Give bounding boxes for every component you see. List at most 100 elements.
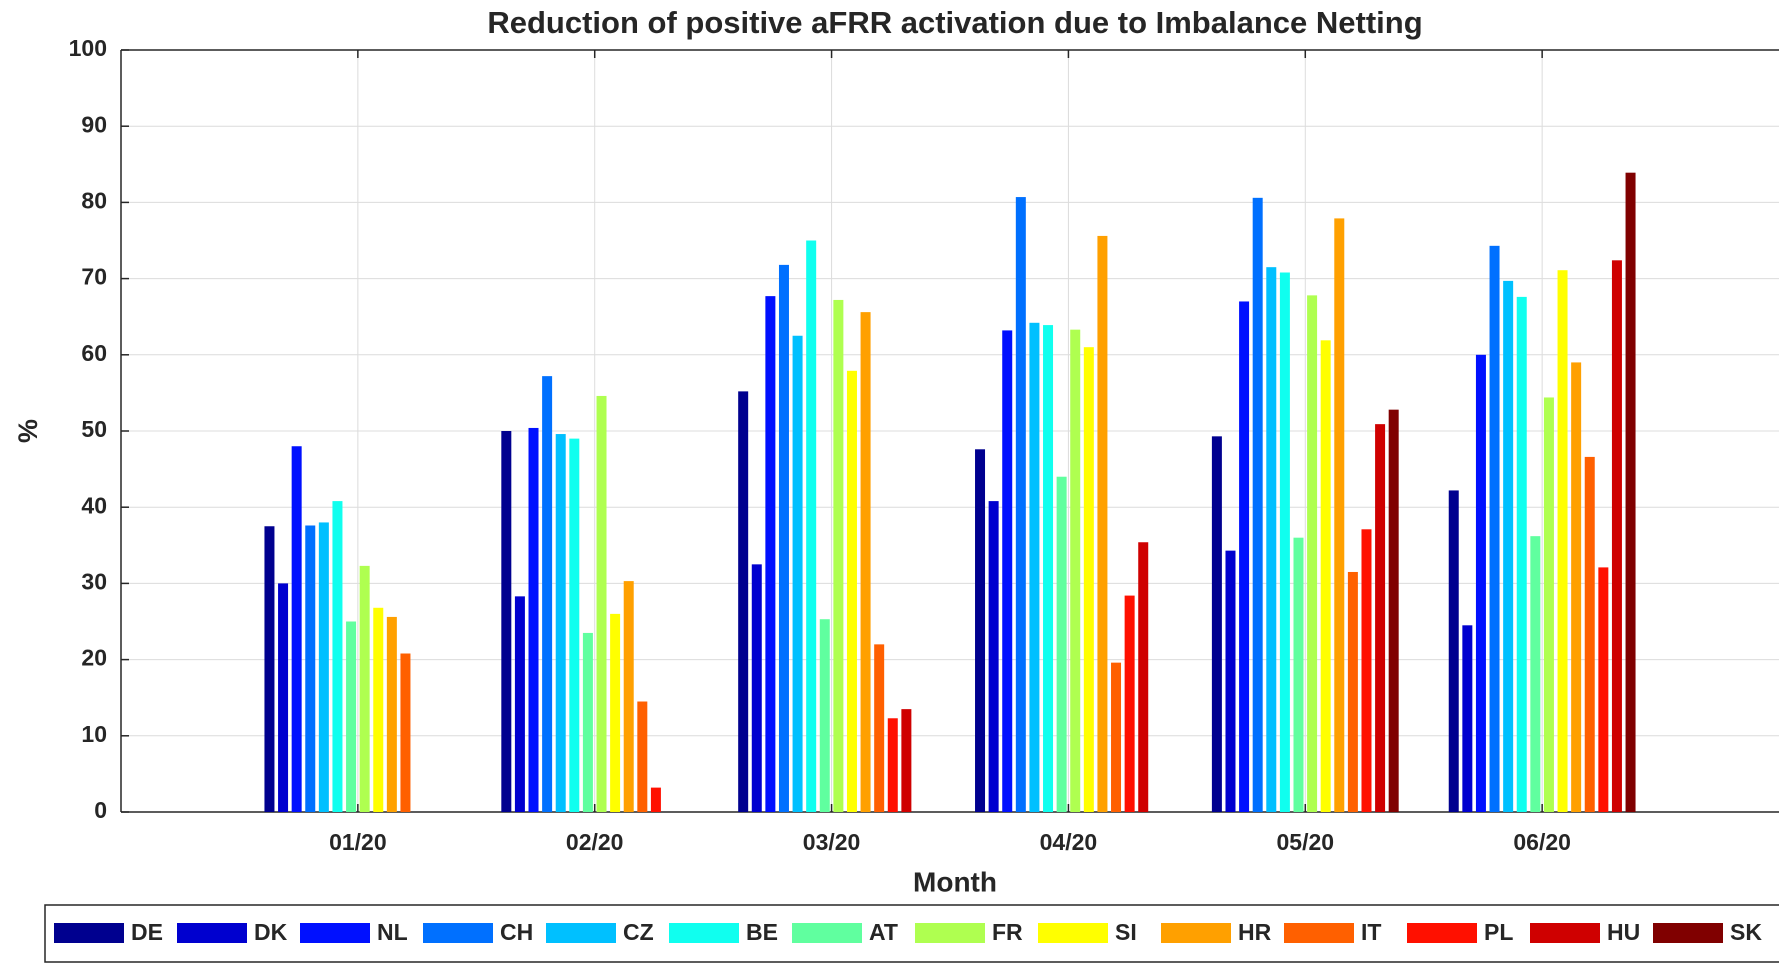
legend-swatch <box>423 923 493 943</box>
bar <box>1388 409 1399 812</box>
y-tick-label: 0 <box>94 797 107 823</box>
legend-swatch <box>546 923 616 943</box>
legend-swatch <box>1407 923 1477 943</box>
bar <box>1571 362 1582 812</box>
x-tick-label: 06/20 <box>1513 829 1571 855</box>
bar <box>860 312 871 812</box>
legend-label: BE <box>746 919 778 945</box>
legend-label: DE <box>131 919 163 945</box>
bar <box>1375 424 1386 812</box>
bar <box>1334 218 1345 813</box>
bar <box>1598 567 1609 812</box>
y-tick-label: 70 <box>81 264 107 290</box>
bar <box>501 431 512 812</box>
bar <box>1056 476 1067 812</box>
bar <box>278 583 289 812</box>
bar <box>1124 595 1135 812</box>
bar <box>1320 340 1331 812</box>
bar <box>386 616 397 812</box>
legend-swatch <box>1038 923 1108 943</box>
y-tick-label: 30 <box>81 568 107 594</box>
legend-label: SK <box>1730 919 1762 945</box>
bar <box>528 427 539 812</box>
bar <box>1489 245 1500 813</box>
y-tick-label: 60 <box>81 340 107 366</box>
bar <box>514 596 525 812</box>
y-tick-label: 100 <box>69 35 107 61</box>
bar <box>1266 267 1277 812</box>
bar <box>1516 296 1527 812</box>
legend-label: HR <box>1238 919 1272 945</box>
bar <box>1138 542 1149 812</box>
bar <box>596 395 607 812</box>
legend-box <box>44 904 1779 963</box>
bar <box>373 607 384 812</box>
x-tick-label: 04/20 <box>1040 829 1098 855</box>
legend-swatch <box>300 923 370 943</box>
x-tick-label: 02/20 <box>566 829 624 855</box>
y-tick-label: 10 <box>81 721 107 747</box>
bar <box>887 718 898 812</box>
bar <box>1584 456 1595 812</box>
legend-swatch <box>915 923 985 943</box>
legend-label: CH <box>500 919 533 945</box>
bar <box>1307 295 1318 812</box>
bar <box>555 434 566 812</box>
bar <box>1543 397 1554 812</box>
bar <box>1070 329 1081 812</box>
legend-swatch <box>1653 923 1723 943</box>
bar <box>332 501 343 812</box>
legend-swatch <box>792 923 862 943</box>
y-tick-label: 50 <box>81 416 107 442</box>
bar <box>1293 537 1304 812</box>
bar <box>1347 571 1358 812</box>
bar <box>778 264 789 812</box>
legend-swatch <box>1161 923 1231 943</box>
x-tick-label: 05/20 <box>1277 829 1335 855</box>
bar <box>305 525 316 812</box>
bar <box>569 438 580 812</box>
bar <box>1097 235 1108 813</box>
bar <box>623 581 634 812</box>
legend-swatch <box>1284 923 1354 943</box>
bar <box>1475 354 1486 812</box>
bar <box>901 709 912 812</box>
bar <box>346 621 357 812</box>
legend-label: FR <box>992 919 1023 945</box>
bar <box>1225 550 1236 812</box>
bar <box>765 296 776 813</box>
bar <box>1029 322 1040 812</box>
bar <box>792 335 803 812</box>
x-tick-label: 01/20 <box>329 829 387 855</box>
bar <box>610 613 621 812</box>
bar <box>1239 301 1250 812</box>
bar <box>264 526 275 812</box>
bar <box>846 370 857 812</box>
bar <box>1625 172 1636 812</box>
bar <box>1503 280 1514 812</box>
bar <box>1211 436 1222 812</box>
y-tick-label: 20 <box>81 645 107 671</box>
bar <box>542 376 553 812</box>
bar <box>1611 260 1622 812</box>
bar <box>400 653 411 812</box>
legend-swatch <box>1530 923 1600 943</box>
bar <box>1361 529 1372 812</box>
x-axis-label: Month <box>913 866 997 897</box>
bar <box>1462 625 1473 812</box>
chart-title: Reduction of positive aFRR activation du… <box>487 5 1422 40</box>
bar <box>975 449 986 812</box>
legend-label: CZ <box>623 919 654 945</box>
bar <box>819 619 830 812</box>
x-tick-label: 03/20 <box>803 829 861 855</box>
bar <box>359 565 370 812</box>
y-tick-label: 40 <box>81 492 107 518</box>
bar <box>1002 330 1013 812</box>
y-axis-label: % <box>13 419 43 443</box>
bar <box>1111 662 1122 812</box>
bar <box>751 564 762 812</box>
legend-label: PL <box>1484 919 1513 945</box>
bar <box>1279 272 1290 812</box>
